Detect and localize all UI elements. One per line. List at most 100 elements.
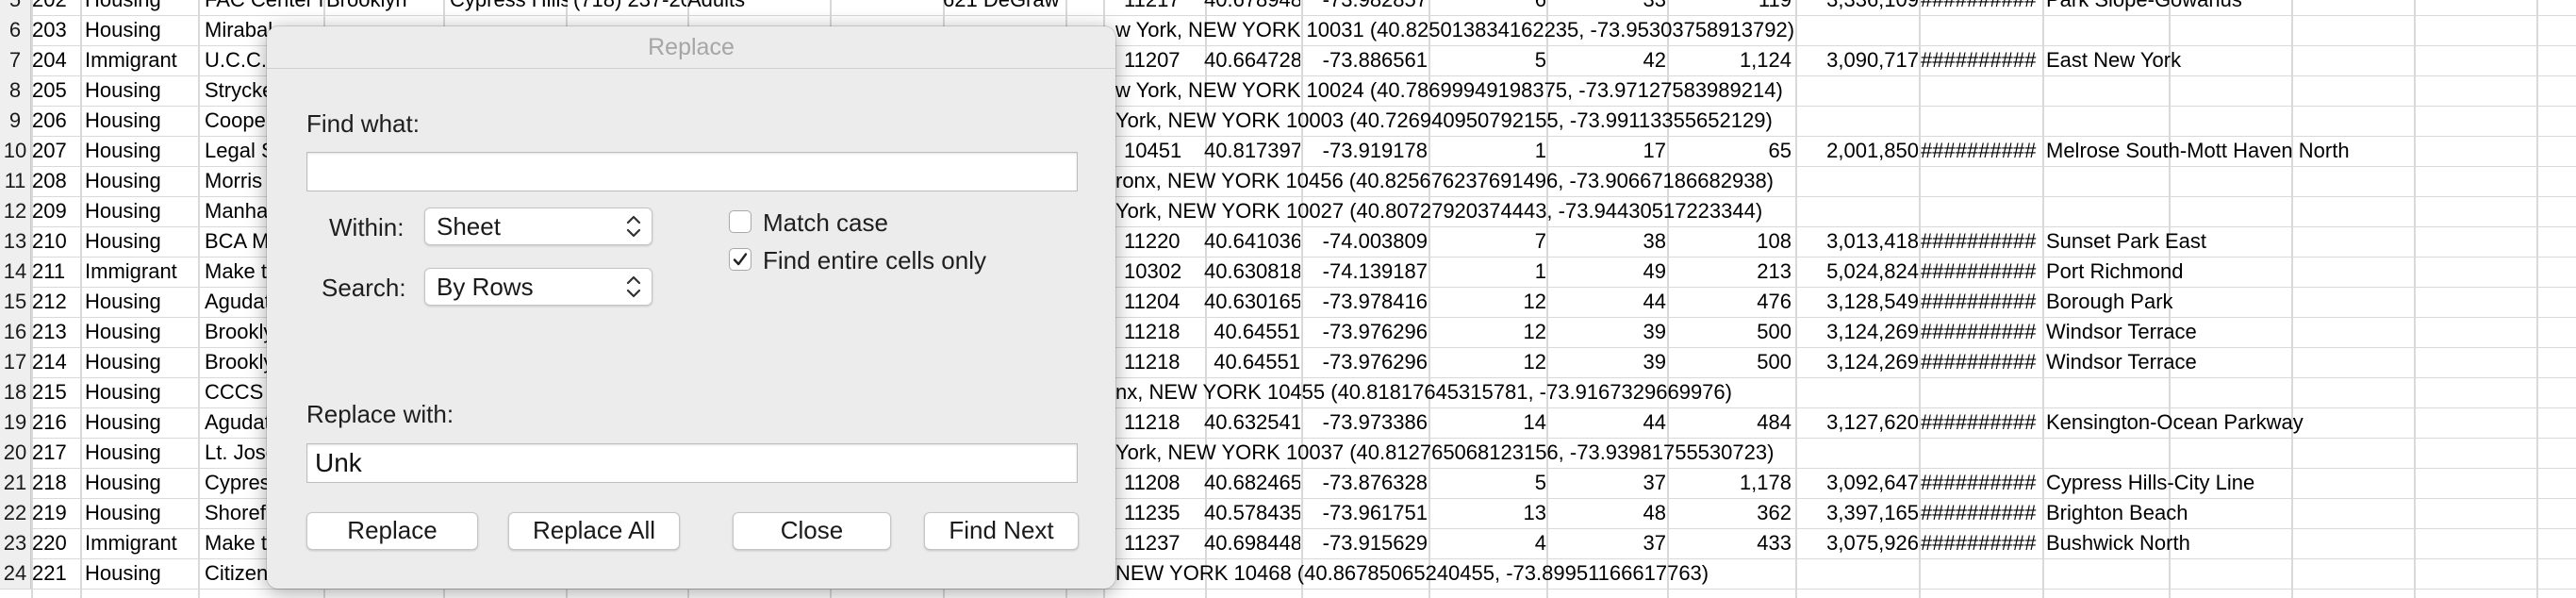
- row-number[interactable]: 10: [0, 136, 31, 166]
- cell-zip[interactable]: 11208: [1124, 471, 1181, 494]
- cell-cc[interactable]: 44: [1643, 290, 1666, 313]
- cell-bin[interactable]: 3,124,269: [1826, 320, 1919, 343]
- cell-ct[interactable]: 484: [1757, 410, 1792, 434]
- row-number[interactable]: 15: [0, 287, 31, 317]
- cell-location[interactable]: w York, NEW YORK 10024 (40.7869994919837…: [1115, 78, 1783, 102]
- cell-lon[interactable]: -73.978416: [1322, 290, 1428, 313]
- cell-ct[interactable]: 213: [1757, 259, 1792, 283]
- cell-nta[interactable]: Cypress Hills-City Line: [2046, 471, 2255, 494]
- cell-cat[interactable]: Immigrant: [85, 259, 177, 283]
- cell-bin[interactable]: 3,090,717: [1826, 48, 1919, 72]
- cell-id[interactable]: 217: [32, 440, 67, 464]
- cell-cd[interactable]: 12: [1523, 320, 1546, 343]
- cell-lat[interactable]: 40.578435: [1204, 501, 1300, 524]
- cell-location[interactable]: nx, NEW YORK 10455 (40.81817645315781, -…: [1115, 380, 1732, 404]
- cell-location[interactable]: York, NEW YORK 10003 (40.726940950792155…: [1115, 108, 1773, 132]
- cell-cat[interactable]: Housing: [85, 561, 161, 585]
- cell-id[interactable]: 202: [32, 0, 77, 15]
- cell-ct[interactable]: 500: [1757, 350, 1792, 374]
- cell-name[interactable]: Mirabal: [205, 18, 273, 42]
- cell-nta[interactable]: Kensington-Ocean Parkway: [2046, 410, 2304, 434]
- cell-name[interactable]: U.C.C.: [205, 48, 267, 72]
- cell-lon[interactable]: -73.915629: [1322, 531, 1428, 555]
- cell-zip[interactable]: 11220: [1124, 229, 1181, 253]
- cell-lon[interactable]: -73.876328: [1322, 471, 1428, 494]
- cell-location[interactable]: York, NEW YORK 10027 (40.80727920374443,…: [1115, 199, 1763, 223]
- table-row[interactable]: 11 208 Housing Morris ronx, NEW YORK 10456 (…: [0, 166, 2576, 197]
- cell-cd[interactable]: 1: [1534, 259, 1546, 283]
- cell-cat[interactable]: Housing: [85, 350, 161, 374]
- cell-name[interactable]: Shoref: [205, 501, 266, 524]
- cell-bin[interactable]: 3,124,269: [1826, 350, 1919, 374]
- row-number[interactable]: 11: [0, 166, 31, 196]
- cell-bbl[interactable]: ##########: [1921, 320, 2037, 343]
- cell-id[interactable]: 209: [32, 199, 67, 223]
- cell-ct[interactable]: 362: [1757, 501, 1792, 524]
- cell-cat[interactable]: Housing: [85, 471, 161, 494]
- cell-bin[interactable]: 3,128,549: [1826, 290, 1919, 313]
- cell-cd[interactable]: 7: [1534, 229, 1546, 253]
- cell-name[interactable]: Brookly: [205, 350, 274, 374]
- table-row[interactable]: 5202 HousingFAC Center i Brooklyn Cypress H…: [0, 0, 2576, 16]
- table-row[interactable]: 14 211 Immigrant Make t 10302 40.630818 -74.13…: [0, 257, 2576, 288]
- cell-lat[interactable]: 40.630165: [1204, 290, 1300, 313]
- cell-nta[interactable]: Bushwick North: [2046, 531, 2190, 555]
- cell-c5[interactable]: Cypress Hills: [450, 0, 568, 15]
- cell-name[interactable]: Make t: [205, 259, 268, 283]
- cell-cat[interactable]: Housing: [85, 410, 161, 434]
- row-number[interactable]: 19: [0, 407, 31, 438]
- cell-id[interactable]: 204: [32, 48, 67, 72]
- table-row[interactable]: 17 214 Housing Brookly 11218 40.64551 -73.9762…: [0, 347, 2576, 378]
- cell-lat[interactable]: 40.664728: [1204, 48, 1300, 72]
- cell-ct[interactable]: 1,178: [1739, 471, 1792, 494]
- cell-id[interactable]: 212: [32, 290, 67, 313]
- cell-ct[interactable]: 119: [1669, 0, 1792, 15]
- cell-location[interactable]: w York, NEW YORK 10031 (40.8250138341622…: [1115, 18, 1795, 42]
- cell-bin[interactable]: 3,092,647: [1826, 471, 1919, 494]
- cell-lon[interactable]: -73.919178: [1322, 139, 1428, 162]
- cell-ct[interactable]: 476: [1757, 290, 1792, 313]
- cell-cat[interactable]: Immigrant: [85, 48, 177, 72]
- cell-bbl[interactable]: ##########: [1921, 410, 2037, 434]
- cell-lat[interactable]: 40.698448: [1204, 531, 1300, 555]
- replace-button[interactable]: Replace: [306, 512, 478, 550]
- cell-id[interactable]: 203: [32, 18, 67, 42]
- row-number[interactable]: 23: [0, 528, 31, 558]
- cell-id[interactable]: 214: [32, 350, 67, 374]
- cell-bbl[interactable]: ##########: [1921, 48, 2037, 72]
- find-next-button[interactable]: Find Next: [924, 512, 1079, 550]
- table-row[interactable]: 16 213 Housing Brookly 11218 40.64551 -73.9762…: [0, 317, 2576, 348]
- cell-nta[interactable]: Windsor Terrace: [2046, 350, 2197, 374]
- table-row[interactable]: 7 204 Immigrant U.C.C. 11207 40.664728 -73.886…: [0, 45, 2576, 76]
- cell-ct[interactable]: 500: [1757, 320, 1792, 343]
- cell-location[interactable]: NEW YORK 10468 (40.86785065240455, -73.8…: [1115, 561, 1709, 585]
- cell-id[interactable]: 210: [32, 229, 67, 253]
- cell-name[interactable]: Make t: [205, 531, 268, 555]
- close-button[interactable]: Close: [733, 512, 891, 550]
- cell-cc[interactable]: 49: [1643, 259, 1666, 283]
- cell-cat[interactable]: Housing: [85, 78, 161, 102]
- cell-cd[interactable]: 14: [1523, 410, 1546, 434]
- cell-zip[interactable]: 11204: [1124, 290, 1181, 313]
- cell-bbl[interactable]: ##########: [1921, 350, 2037, 374]
- row-number[interactable]: 12: [0, 196, 31, 226]
- cell-bin[interactable]: 3,075,926: [1826, 531, 1919, 555]
- table-row[interactable]: 13 210 Housing BCA M 11220 40.641036 -74.00380…: [0, 226, 2576, 257]
- table-row[interactable]: 20 217 Housing Lt. Jose York, NEW YORK 10037…: [0, 438, 2576, 469]
- row-number[interactable]: 7: [0, 45, 31, 75]
- table-row[interactable]: 15 212 Housing Agudat 11204 40.630165 -73.9784…: [0, 287, 2576, 318]
- cell-lat[interactable]: 40.64551: [1214, 320, 1300, 343]
- cell-nta[interactable]: Sunset Park East: [2046, 229, 2206, 253]
- cell-cat[interactable]: Housing: [85, 440, 161, 464]
- cell-ct[interactable]: 108: [1757, 229, 1792, 253]
- cell-cat[interactable]: Housing: [85, 18, 161, 42]
- cell-lat[interactable]: 40.64551: [1214, 350, 1300, 374]
- cell-cc[interactable]: 33: [1547, 0, 1666, 15]
- cell-bin[interactable]: 5,024,824: [1826, 259, 1919, 283]
- cell-lat[interactable]: 40.678948: [1204, 0, 1300, 15]
- table-row[interactable]: 22 219 Housing Shoref 11235 40.578435 -73.9617…: [0, 498, 2576, 529]
- cell-id[interactable]: 208: [32, 169, 67, 192]
- cell-bbl[interactable]: ##########: [1921, 139, 2037, 162]
- cell-lon[interactable]: -74.003809: [1322, 229, 1428, 253]
- cell-cat[interactable]: Immigrant: [85, 531, 177, 555]
